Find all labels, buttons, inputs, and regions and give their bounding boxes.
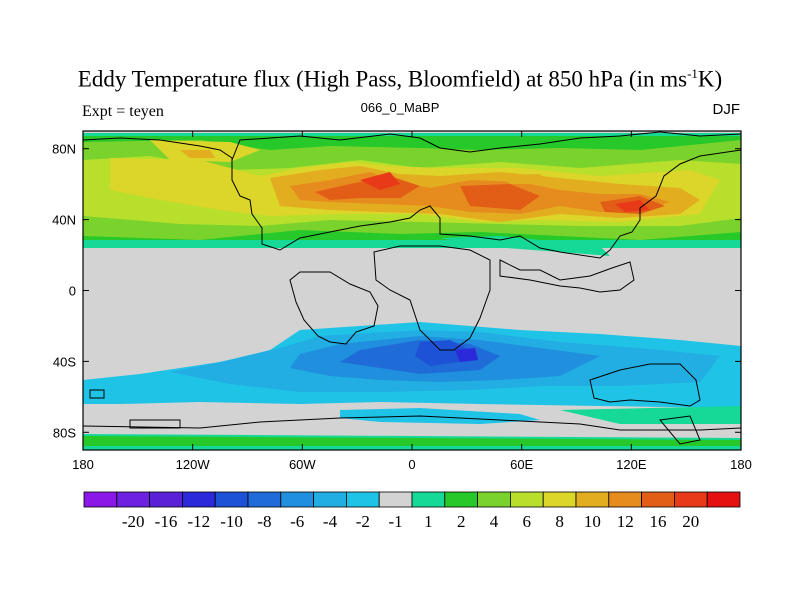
colorbar-label: 6 — [523, 512, 532, 531]
colorbar-swatch — [280, 491, 314, 508]
colorbar-label: -12 — [187, 512, 210, 531]
lon-tick-label: 120W — [176, 457, 211, 472]
colorbar-label: -16 — [155, 512, 178, 531]
colorbar-swatch — [378, 491, 413, 508]
colorbar-swatch — [641, 491, 675, 508]
lat-tick-label: 0 — [69, 284, 76, 299]
colorbar-swatch — [706, 491, 741, 508]
colorbar-label: -10 — [220, 512, 243, 531]
colorbar-label: -4 — [323, 512, 338, 531]
colorbar-swatch — [181, 491, 216, 508]
colorbar: -20 -16 -12 -10 -8 -6 -4 -2 -1 1 2 4 6 8 10 12 16 20 — [83, 491, 741, 531]
lon-tick-label: 120E — [616, 457, 647, 472]
colorbar-label: 2 — [457, 512, 466, 531]
colorbar-swatch — [575, 491, 610, 508]
colorbar-label: -2 — [356, 512, 370, 531]
plot-subtitle: 066_0_MaBP — [360, 100, 440, 115]
lat-tick-label: 80S — [53, 425, 76, 440]
colorbar-label: 1 — [424, 512, 433, 531]
map-field — [83, 131, 741, 450]
colorbar-label: 12 — [617, 512, 634, 531]
colorbar-swatch — [345, 491, 380, 508]
colorbar-swatch — [509, 491, 544, 508]
lon-tick-label: 60E — [510, 457, 533, 472]
colorbar-swatch — [247, 491, 282, 508]
lon-tick-label: 0 — [408, 457, 415, 472]
colorbar-swatch — [477, 491, 511, 508]
nh-positive-flux — [83, 133, 741, 256]
colorbar-swatch — [149, 491, 183, 508]
colorbar-label: -1 — [389, 512, 403, 531]
colorbar-swatch — [542, 491, 577, 508]
colorbar-label: -20 — [122, 512, 145, 531]
colorbar-swatch — [214, 491, 249, 508]
season-label: DJF — [712, 101, 741, 118]
sh-negative-flux — [83, 322, 741, 450]
lon-tick-label: 60W — [289, 457, 316, 472]
colorbar-swatch — [116, 491, 151, 508]
colorbar-label: -6 — [290, 512, 304, 531]
lat-tick-label: 40S — [53, 354, 76, 369]
plot-title: Eddy Temperature flux (High Pass, Bloomf… — [77, 66, 723, 92]
colorbar-label: 16 — [650, 512, 667, 531]
experiment-label: Expt = teyen — [82, 103, 164, 120]
colorbar-swatch — [411, 491, 446, 508]
lon-tick-label: 180 — [72, 457, 94, 472]
colorbar-swatch — [674, 491, 708, 508]
lon-tick-label: 180 — [730, 457, 752, 472]
colorbar-swatch — [608, 491, 642, 508]
colorbar-label: 4 — [490, 512, 499, 531]
colorbar-swatch — [83, 491, 118, 508]
colorbar-label: -8 — [257, 512, 271, 531]
colorbar-label: 20 — [682, 512, 699, 531]
lat-tick-label: 40N — [52, 213, 76, 228]
lat-tick-label: 80N — [52, 142, 76, 157]
colorbar-swatch — [313, 491, 347, 508]
colorbar-swatch — [444, 491, 478, 508]
axes: 180 120W 60W 0 60E 120E 180 80N 40N 0 40S 80S — [52, 131, 752, 472]
colorbar-label: 10 — [584, 512, 601, 531]
colorbar-label: 8 — [555, 512, 564, 531]
coastlines — [83, 131, 741, 445]
